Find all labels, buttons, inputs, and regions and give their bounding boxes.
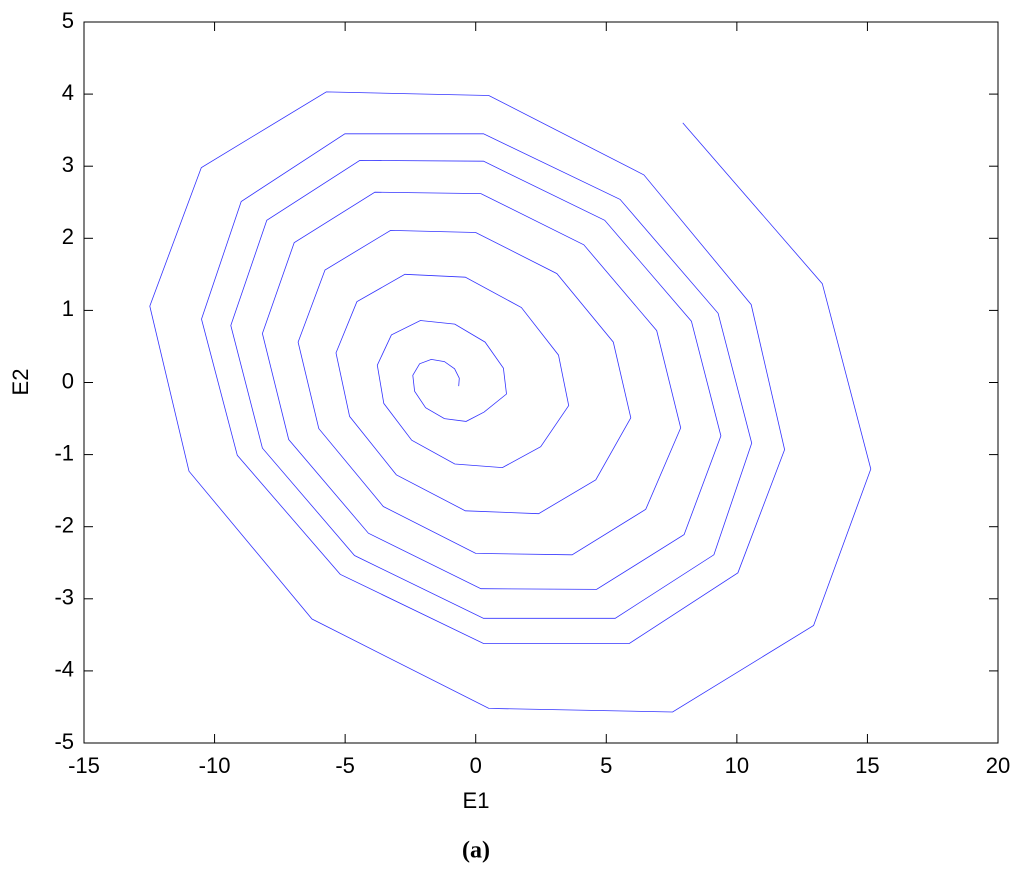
- y-tick-label: 5: [62, 8, 74, 33]
- x-tick-label: 5: [600, 753, 612, 778]
- x-tick-label: 0: [470, 753, 482, 778]
- x-tick-label: 10: [725, 753, 749, 778]
- x-tick-label: -15: [68, 753, 100, 778]
- y-tick-label: -1: [54, 440, 74, 465]
- x-tick-label: 20: [986, 753, 1010, 778]
- x-tick-label: -10: [199, 753, 231, 778]
- y-tick-label: -2: [54, 513, 74, 538]
- trajectory-line: [149, 91, 872, 713]
- y-axis-label: E2: [8, 369, 33, 396]
- plot-frame: [83, 21, 999, 744]
- y-tick-label: 3: [62, 152, 74, 177]
- y-tick-label: -4: [54, 657, 74, 682]
- y-tick-label: 4: [62, 80, 74, 105]
- y-tick-label: -3: [54, 585, 74, 610]
- y-tick-label: -5: [54, 729, 74, 754]
- x-tick-label: 15: [855, 753, 879, 778]
- y-tick-label: 1: [62, 296, 74, 321]
- y-tick-label: 2: [62, 224, 74, 249]
- y-tick-label: 0: [62, 368, 74, 393]
- x-axis-label: E1: [463, 788, 490, 813]
- chart-title: (a): [462, 838, 490, 864]
- x-tick-label: -5: [335, 753, 355, 778]
